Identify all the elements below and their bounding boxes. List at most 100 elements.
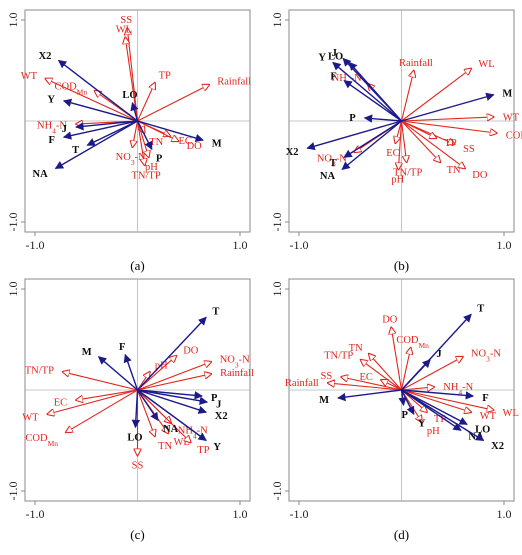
taxon-arrow — [348, 61, 403, 122]
taxon-arrow — [332, 61, 402, 122]
environment-label: TP — [159, 70, 171, 81]
environment-label: NH4-N — [178, 426, 208, 441]
environment-arrow — [125, 37, 139, 122]
environment-arrow — [136, 83, 155, 122]
environment-label: NO3-N — [116, 152, 146, 167]
environment-arrow — [401, 389, 472, 412]
environment-label: NO3-N — [220, 354, 250, 369]
environment-arrow — [401, 389, 494, 410]
x-tick-label: 1.0 — [497, 238, 512, 252]
environment-label: WT — [503, 113, 520, 124]
x-tick-label: 1.0 — [233, 238, 248, 252]
environment-label: CODMn — [25, 433, 58, 448]
taxon-label: X2 — [39, 51, 52, 62]
taxon-label: M — [212, 139, 222, 150]
taxon-label: J — [62, 124, 67, 135]
taxon-label: J — [332, 48, 337, 59]
taxon-label: X2 — [215, 411, 228, 422]
environment-label: Rainfall — [217, 77, 251, 88]
environment-arrow — [66, 389, 138, 432]
taxon-arrow — [137, 389, 207, 414]
x-tick-label: 1.0 — [497, 507, 512, 521]
environment-label: CODMn — [54, 82, 87, 97]
environment-arrow — [63, 372, 138, 391]
environment-arrow — [401, 117, 494, 122]
environment-label: WL — [173, 437, 189, 448]
x-tick-label: 1.0 — [233, 507, 248, 521]
environment-label: TN — [447, 165, 461, 176]
taxon-label: J — [436, 349, 441, 360]
x-tick-label: -1.0 — [290, 238, 309, 252]
environment-label: WL — [478, 59, 494, 70]
environment-label: TP — [197, 445, 209, 456]
biplot-panel: -1.01.01.0-1.0(b)NH4-NRainfallWLWTCODMnS… — [270, 9, 522, 273]
y-tick-label: -1.0 — [270, 482, 284, 501]
taxon-label: P — [156, 153, 163, 164]
y-tick-label: 1.0 — [270, 13, 284, 28]
environment-label: DO — [472, 170, 488, 181]
environment-arrow — [361, 360, 402, 391]
biplot-panel: -1.0 1.0 1.0 -1.0 (c) DO NO3-N pH Rainfall TN/TP E… — [6, 278, 254, 542]
taxon-arrow — [54, 120, 138, 170]
taxon-arrow — [363, 114, 402, 123]
environment-arrow — [137, 389, 191, 443]
taxon-label: LO — [127, 432, 142, 443]
taxon-label: P — [349, 113, 356, 124]
environment-arrow — [137, 85, 210, 122]
taxon-arrow — [401, 92, 495, 122]
panel-label: (a) — [130, 258, 144, 273]
environment-arrow — [45, 79, 138, 122]
taxon-arrow — [401, 389, 475, 400]
environment-label: TN — [149, 137, 163, 148]
taxon-label: LO — [122, 90, 137, 101]
taxon-label: LO — [328, 52, 343, 63]
environment-label: TN — [349, 343, 363, 354]
environment-arrow — [381, 380, 402, 391]
taxon-arrow — [137, 120, 204, 143]
environment-arrow — [47, 389, 138, 414]
taxon-label: X2 — [286, 147, 299, 158]
environment-arrow — [137, 374, 212, 391]
y-tick-label: 1.0 — [6, 282, 20, 297]
taxon-arrow — [57, 59, 138, 122]
environment-label: SS — [132, 461, 144, 472]
environment-label: TP — [434, 414, 446, 425]
environment-arrow — [400, 71, 414, 122]
panel-label: (c) — [130, 527, 144, 542]
taxon-label: T — [329, 158, 336, 169]
taxon-arrow — [400, 359, 431, 391]
taxon-label: NA — [320, 171, 336, 182]
y-tick-label: 1.0 — [6, 13, 20, 28]
y-tick-label: 1.0 — [270, 282, 284, 297]
environment-label: SS — [463, 144, 475, 155]
panel-label: (b) — [394, 258, 409, 273]
taxon-label: P — [402, 410, 409, 421]
environment-label: Rainfall — [220, 368, 254, 379]
environment-label: Rainfall — [285, 378, 319, 389]
environment-arrow — [137, 120, 179, 141]
taxon-label: F — [482, 393, 488, 404]
environment-label: SS — [120, 15, 132, 26]
taxon-arrow — [62, 98, 138, 122]
panel-label: (d) — [394, 527, 409, 542]
x-tick-label: -1.0 — [26, 507, 45, 521]
environment-arrow — [401, 120, 466, 168]
environment-label: pH — [427, 426, 440, 437]
taxon-arrow — [401, 389, 485, 442]
taxon-arrow — [306, 120, 402, 151]
taxon-label: T — [477, 304, 484, 315]
environment-label: pH — [391, 174, 404, 185]
taxon-label: NA — [33, 169, 49, 180]
taxon-label: T — [72, 145, 79, 156]
environment-arrow — [401, 357, 464, 391]
environment-label: pH — [155, 360, 168, 371]
environment-arrow — [398, 120, 401, 169]
taxon-arrow — [136, 120, 153, 151]
taxon-label: F — [119, 342, 125, 353]
taxon-label: M — [502, 88, 512, 99]
environment-label: TN/TP — [132, 170, 161, 181]
environment-arrow — [328, 383, 402, 391]
environment-label: Rainfall — [399, 58, 433, 69]
taxon-arrow — [136, 389, 159, 421]
